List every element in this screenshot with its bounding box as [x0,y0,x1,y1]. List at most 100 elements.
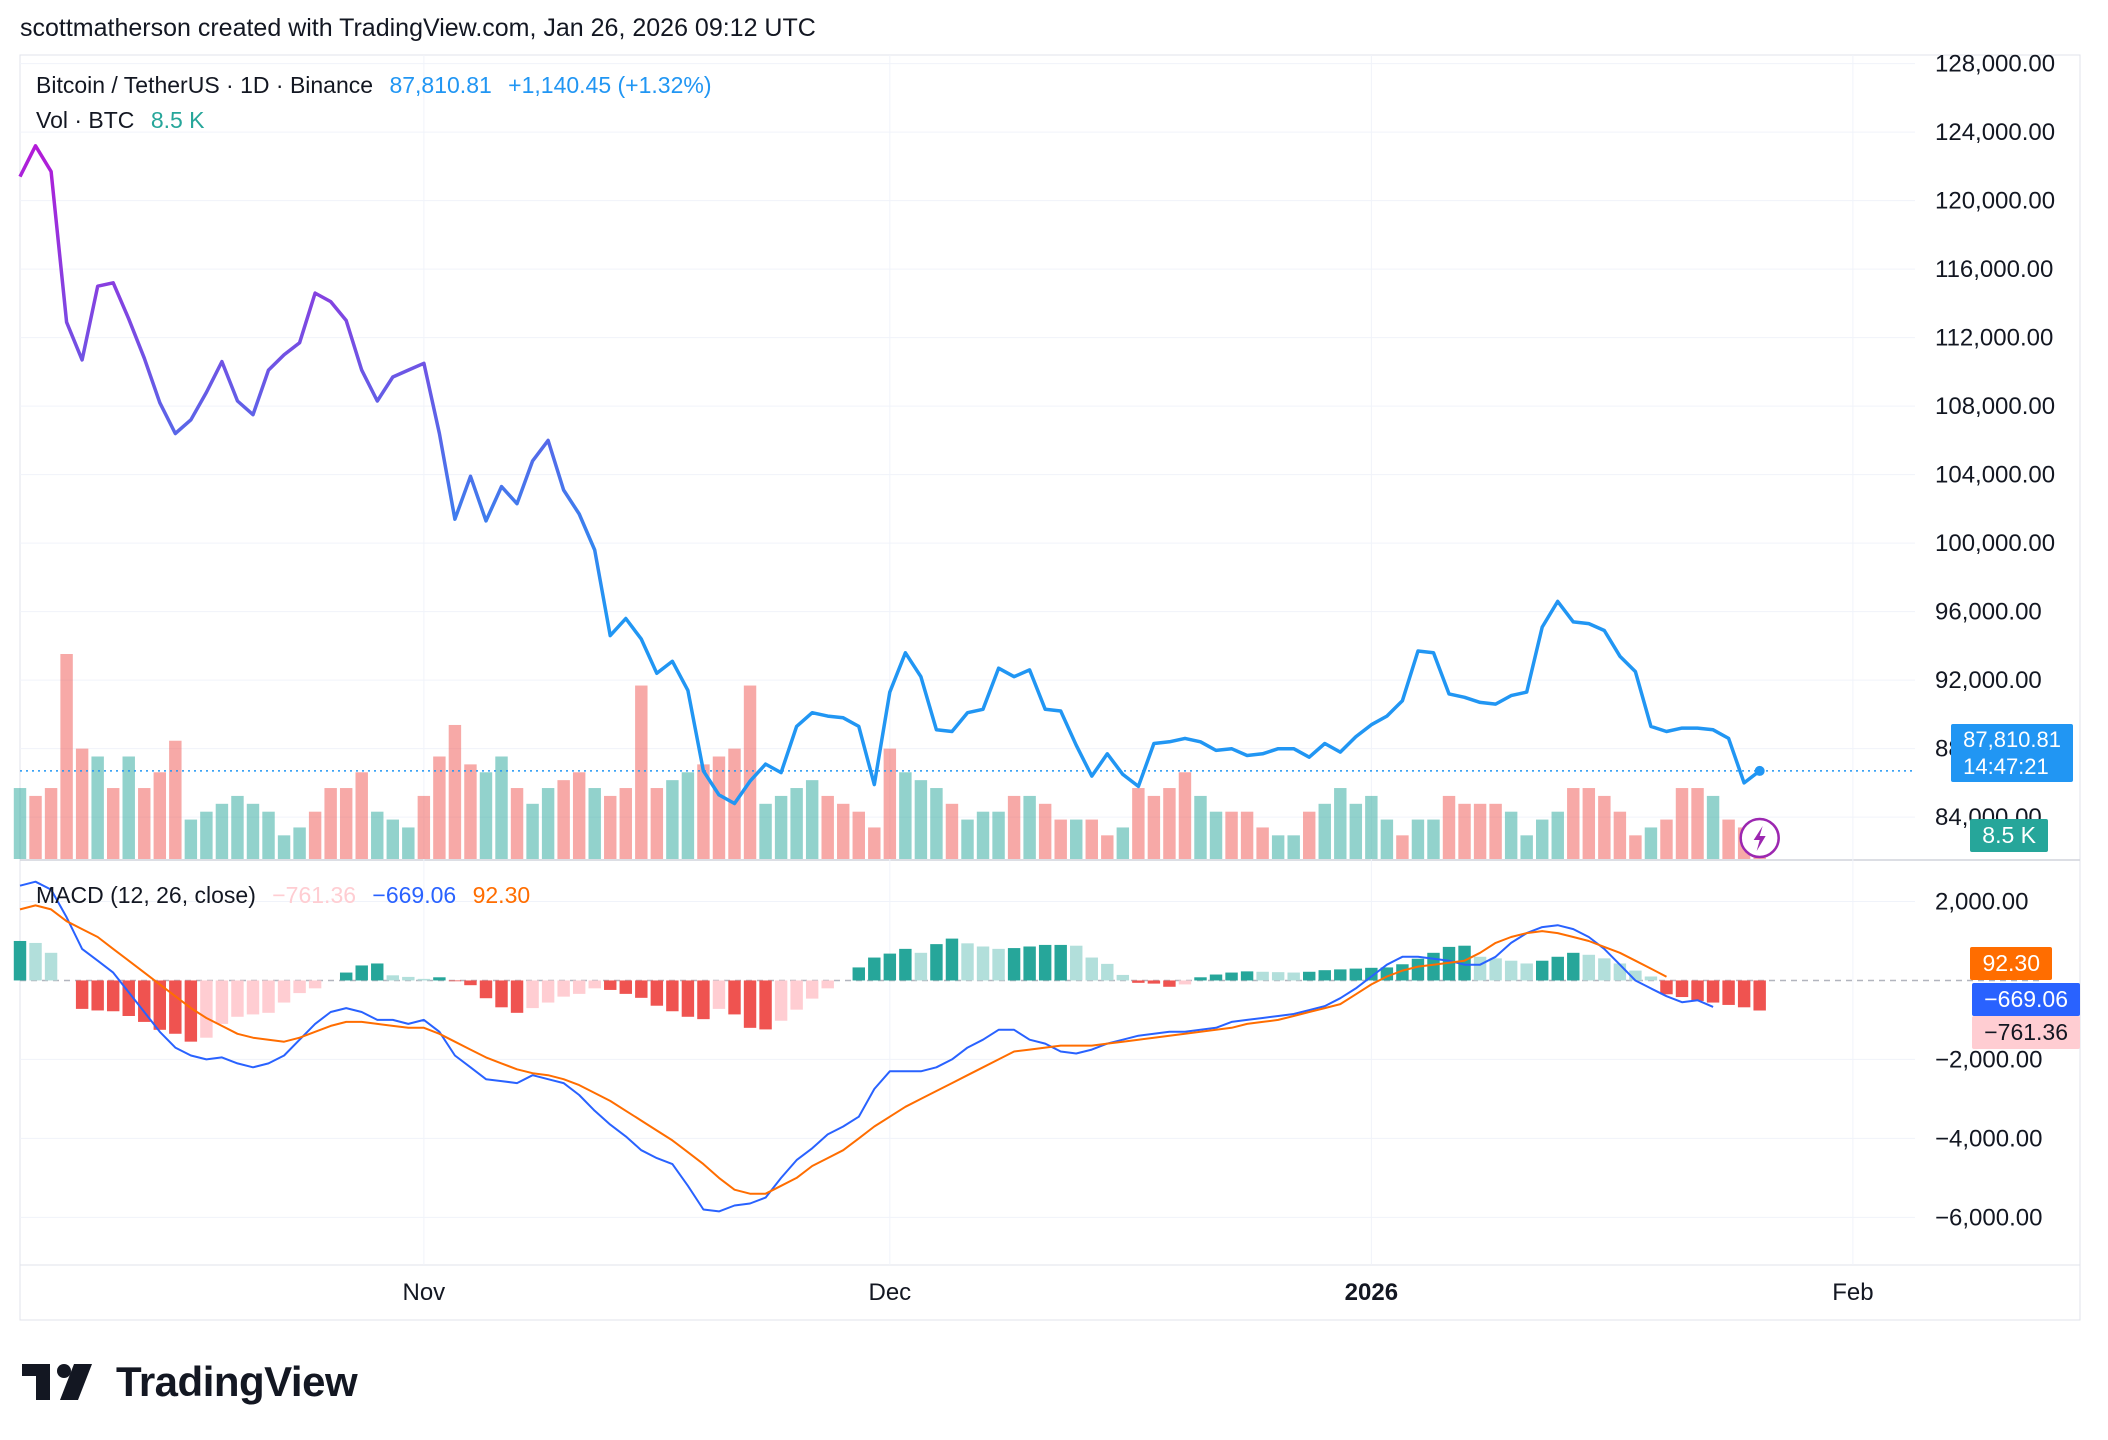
macd-histogram-bar [681,980,695,1017]
macd-tick-label: −2,000.00 [1935,1046,2042,1073]
volume-bar [479,772,493,859]
macd-histogram-bar [1660,980,1673,995]
macd-histogram-bar [588,980,601,989]
macd-histogram-bar [1504,960,1518,981]
macd-histogram-bar [728,980,741,1015]
volume-bar [1567,788,1580,859]
macd-histogram-bar [883,953,897,981]
macd-histogram-bar [619,980,632,994]
symbol-legend[interactable]: Bitcoin / TetherUS · 1D · Binance 87,810… [36,72,722,99]
volume-legend[interactable]: Vol · BTC 8.5 K [36,107,215,134]
price-tick-label: 124,000.00 [1935,119,2055,146]
volume-bar [246,803,260,859]
volume-bar [29,795,42,859]
volume-bar [1038,803,1052,859]
volume-bar [1598,795,1611,859]
macd-histogram-bar [1287,972,1300,981]
tradingview-logo-text: TradingView [116,1358,358,1405]
macd-histogram-bar [914,952,928,981]
volume-bar [184,819,198,859]
macd-histogram-bar [1178,980,1192,985]
signal-tag: 92.30 [1970,947,2052,980]
volume-bar [1706,795,1720,859]
macd-histogram-bar [1737,980,1751,1008]
volume-bar [293,827,306,859]
macd-histogram-bar [1349,968,1363,981]
macd-line [19,880,1714,1213]
volume-bar [635,685,648,859]
volume-bar [1271,835,1285,859]
price-line [18,144,1915,859]
macd-histogram-bar [1722,980,1735,1005]
current-price-tag: 87,810.81 14:47:21 [1951,724,2073,782]
macd-histogram-bar [1567,952,1580,981]
macd-histogram-bar [930,944,943,981]
macd-histogram-bar [91,980,104,1011]
volume-bar [572,772,586,859]
bar-countdown: 14:47:21 [1963,754,2049,779]
macd-histogram-bar [417,978,431,981]
close-price-series [18,144,1761,806]
macd-histogram-bar [541,980,555,1003]
time-tick-label: Dec [868,1279,911,1306]
macd-histogram-bar [75,980,89,1009]
volume-bar [1365,795,1378,859]
volume-bar [1629,835,1642,859]
last-price-dot [1754,765,1765,776]
macd-histogram-bar [1365,967,1378,981]
volume-bar [743,685,757,859]
volume-bar [13,788,27,859]
chart-credit: scottmatherson created with TradingView.… [20,14,816,42]
macd-histogram-bar [1054,944,1067,981]
volume-bar [883,748,897,859]
macd-histogram-bar [852,967,865,981]
macd-histogram-bar [868,957,881,981]
macd-histogram-bar [712,980,726,1009]
volume-bar [448,724,462,859]
macd-histogram-bar [1116,974,1130,981]
price-tick-label: 128,000.00 [1935,51,2055,78]
volume-bar [914,780,928,859]
tradingview-logo[interactable]: TradingView [22,1358,358,1406]
macd-histogram-bar [1023,946,1036,981]
hist-tag: −761.36 [1972,1016,2080,1049]
volume-bar [541,788,555,859]
macd-histogram-bar [293,980,306,994]
volume-bars [13,654,1766,859]
macd-histogram-bar [635,980,648,998]
price-tick-label: 100,000.00 [1935,530,2055,557]
macd-histogram-bar [13,940,27,981]
macd-histogram-bar [572,980,586,994]
axes: 84,000.0088,000.0092,000.0096,000.00100,… [403,51,2056,1306]
tradingview-logo-icon [22,1364,92,1400]
volume-bar [1318,803,1331,859]
macd-histogram-bar [448,980,462,982]
volume-bar [992,811,1005,859]
macd-histogram-bar [495,980,508,1008]
macd-histogram-bar [759,980,772,1030]
macd-histogram-bar [44,952,58,981]
volume-bar [1178,772,1192,859]
macd-signal-value: 92.30 [472,882,531,908]
time-tick-label: Feb [1832,1279,1873,1306]
volume-bar [604,795,617,859]
macd-histogram-bar [557,980,570,997]
macd-histogram-bar [1132,980,1145,983]
macd-legend[interactable]: MACD (12, 26, close) −761.36 −669.06 92.… [36,882,540,909]
volume-bar [1613,811,1627,859]
volume-bar [712,756,726,859]
volume-bar [386,819,399,859]
macd-histogram-bar [231,980,244,1017]
macd-histogram-bar [1520,963,1533,981]
macd-histogram-bar [200,980,213,1038]
macd-histogram-bar [1194,977,1207,981]
volume-bar [1054,819,1067,859]
macd-histogram-bar [1271,972,1285,981]
volume-bar [464,764,477,859]
volume-bar [1691,788,1704,859]
volume-bar [324,788,337,859]
volume-bar [1582,788,1596,859]
volume-bar [402,827,415,859]
volume-bar [75,748,89,859]
